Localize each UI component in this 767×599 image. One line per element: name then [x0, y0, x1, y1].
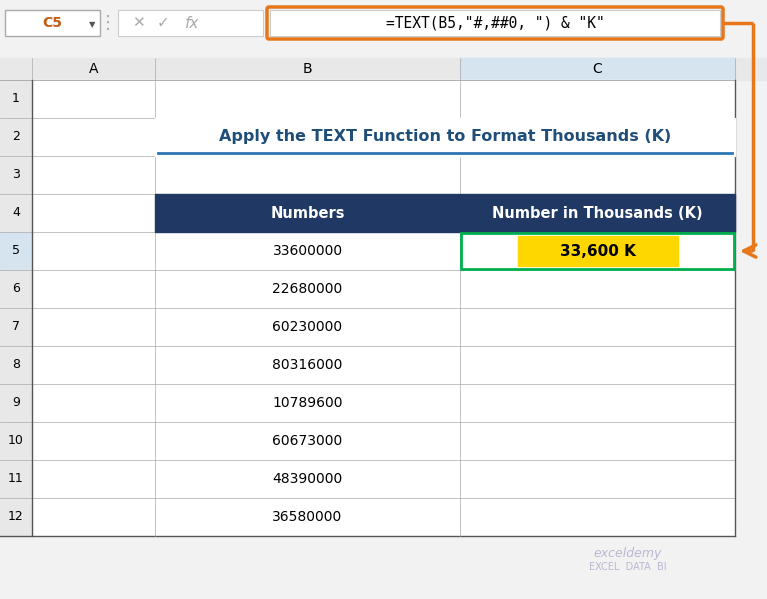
Text: 36580000: 36580000 — [272, 510, 343, 524]
Bar — [460, 58, 735, 80]
Bar — [155, 194, 460, 232]
Bar — [0, 498, 32, 536]
Text: 22680000: 22680000 — [272, 282, 343, 296]
Bar — [155, 118, 735, 156]
Bar — [0, 346, 32, 384]
Text: B: B — [303, 62, 312, 76]
Text: ⋮: ⋮ — [99, 14, 117, 32]
Text: 12: 12 — [8, 510, 24, 524]
Text: 80316000: 80316000 — [272, 358, 343, 372]
Bar — [460, 194, 735, 232]
Text: 60230000: 60230000 — [272, 320, 343, 334]
Text: exceldemy: exceldemy — [594, 547, 662, 561]
Text: 9: 9 — [12, 397, 20, 410]
FancyBboxPatch shape — [270, 10, 720, 36]
Text: C: C — [593, 62, 602, 76]
Text: 33600000: 33600000 — [272, 244, 343, 258]
Text: 60673000: 60673000 — [272, 434, 343, 448]
Bar — [518, 236, 677, 266]
Text: 1: 1 — [12, 92, 20, 105]
Bar — [0, 0, 767, 58]
Text: Apply the TEXT Function to Format Thousands (K): Apply the TEXT Function to Format Thousa… — [219, 129, 671, 144]
Bar — [0, 80, 32, 118]
Text: EXCEL  DATA  BI: EXCEL DATA BI — [589, 562, 667, 572]
Text: 48390000: 48390000 — [272, 472, 343, 486]
Text: ▼: ▼ — [89, 20, 95, 29]
Bar — [0, 460, 32, 498]
Text: 7: 7 — [12, 320, 20, 334]
Text: 10: 10 — [8, 434, 24, 447]
FancyBboxPatch shape — [5, 10, 100, 36]
Bar — [0, 58, 767, 80]
Bar — [32, 80, 735, 536]
Text: 2: 2 — [12, 131, 20, 144]
Bar — [0, 156, 32, 194]
Text: 4: 4 — [12, 207, 20, 219]
Text: A: A — [89, 62, 98, 76]
Text: Number in Thousands (K): Number in Thousands (K) — [492, 205, 703, 220]
Text: 33,600 K: 33,600 K — [560, 244, 635, 259]
Text: fx: fx — [185, 16, 199, 31]
Text: 11: 11 — [8, 473, 24, 486]
Bar — [461, 233, 734, 269]
Bar — [0, 308, 32, 346]
Text: 8: 8 — [12, 358, 20, 371]
Text: 10789600: 10789600 — [272, 396, 343, 410]
Text: =TEXT(B5,"#,##0, ") & "K": =TEXT(B5,"#,##0, ") & "K" — [386, 16, 604, 31]
FancyBboxPatch shape — [118, 10, 263, 36]
Text: 5: 5 — [12, 244, 20, 258]
Text: ✕: ✕ — [132, 16, 144, 31]
Bar — [0, 422, 32, 460]
Bar — [0, 384, 32, 422]
Bar — [0, 194, 32, 232]
Bar — [0, 270, 32, 308]
Text: 3: 3 — [12, 168, 20, 181]
Text: ✓: ✓ — [156, 16, 170, 31]
Text: C5: C5 — [42, 16, 62, 30]
Bar — [0, 232, 32, 270]
Text: Numbers: Numbers — [270, 205, 344, 220]
Bar — [0, 118, 32, 156]
Text: 6: 6 — [12, 283, 20, 295]
